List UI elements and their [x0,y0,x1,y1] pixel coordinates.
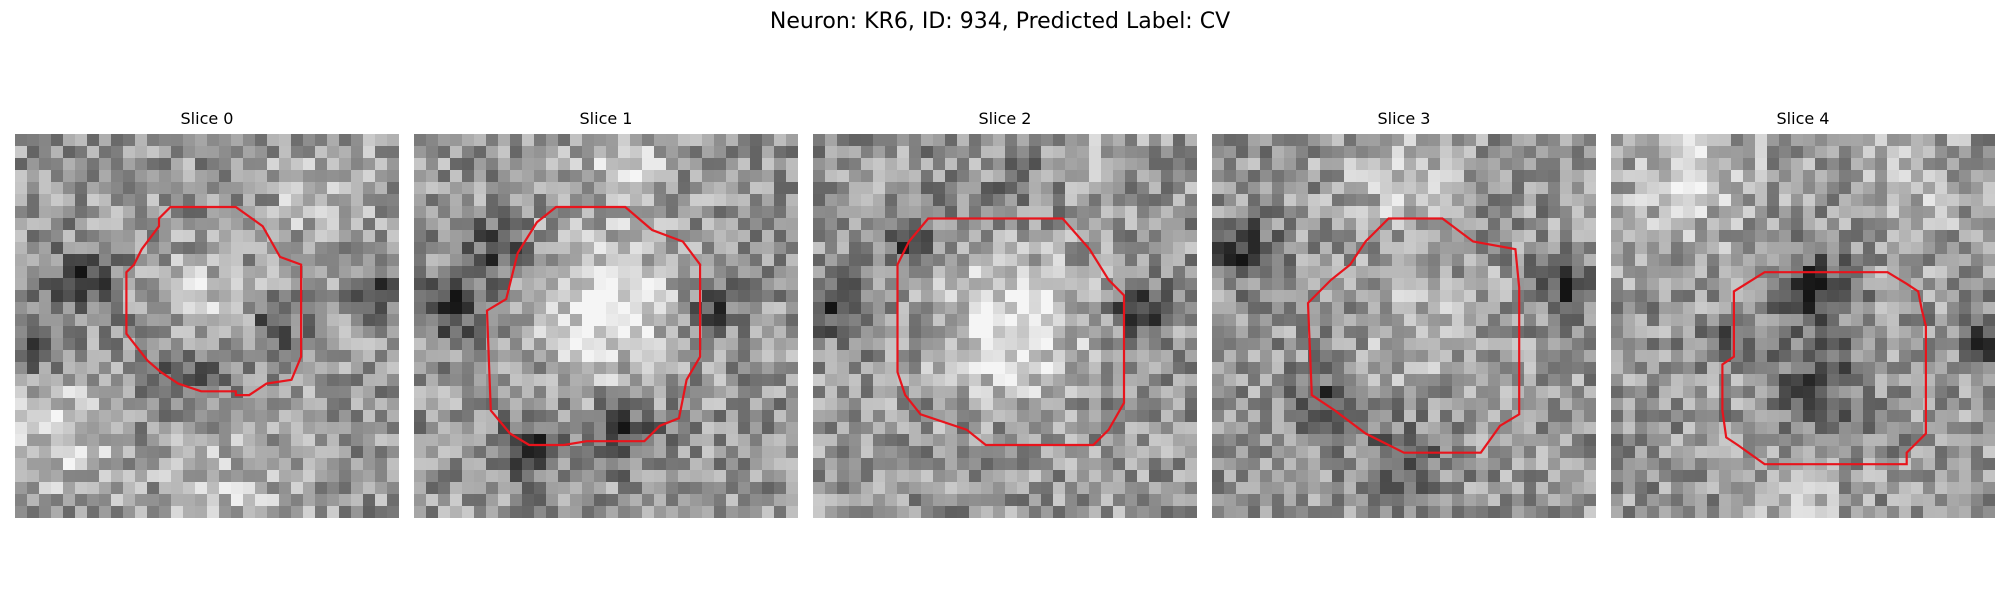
slice-title: Slice 2 [813,108,1197,130]
figure-title: Neuron: KR6, ID: 934, Predicted Label: C… [0,6,2000,38]
contour-overlay [1611,134,1995,518]
segmentation-contour [1308,219,1519,453]
segmentation-contour [1722,272,1926,464]
slice-title: Slice 3 [1212,108,1596,130]
contour-overlay [15,134,399,518]
slice-title: Slice 0 [15,108,399,130]
segmentation-contour [487,207,700,445]
slice-title: Slice 4 [1611,108,1995,130]
slice-image [15,134,399,518]
slice-title: Slice 1 [414,108,798,130]
contour-overlay [414,134,798,518]
slice-image [813,134,1197,518]
segmentation-contour [126,207,301,395]
slice-image [1611,134,1995,518]
slice-image [414,134,798,518]
contour-overlay [813,134,1197,518]
slice-image [1212,134,1596,518]
contour-overlay [1212,134,1596,518]
segmentation-contour [898,219,1125,446]
